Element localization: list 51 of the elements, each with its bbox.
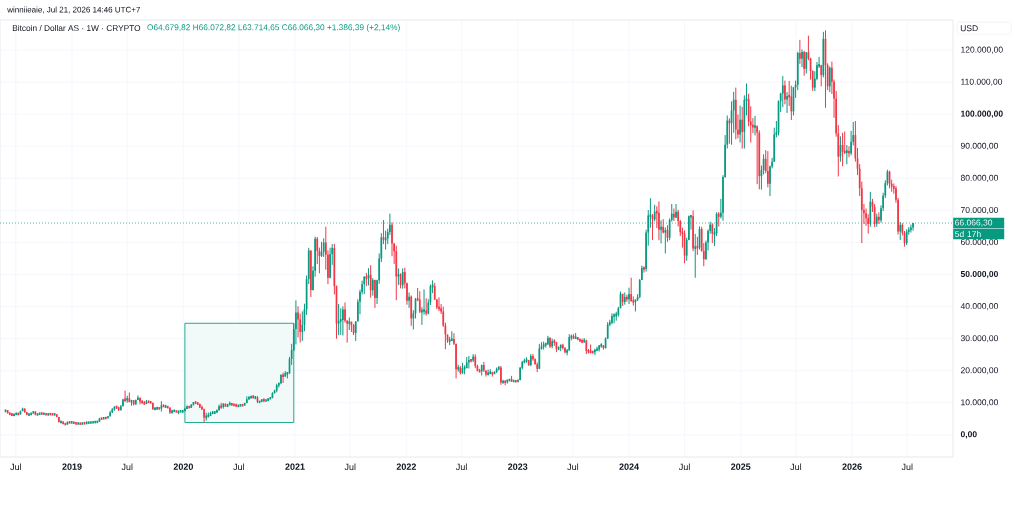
- y-tick-label: 0,00: [960, 431, 977, 439]
- y-tick-label: 100.000,00: [961, 110, 1003, 118]
- text: 5d 17h: [955, 230, 981, 238]
- y-axis-title: USD: [960, 25, 978, 32]
- candlestick: [408, 292, 410, 309]
- candlestick: [482, 361, 485, 373]
- candlestick: [549, 336, 551, 349]
- x-tick-label: 2019: [62, 463, 82, 470]
- x-tick-label: Jul: [233, 463, 245, 471]
- x-tick-label: Jul: [455, 463, 467, 471]
- y-tick-label: 30.000,00: [960, 335, 998, 343]
- y-tick-label: 70.000,00: [960, 206, 998, 214]
- candlestick: [342, 305, 344, 336]
- x-tick-label: Jul: [10, 463, 22, 471]
- y-tick-label: 20.000,00: [960, 367, 998, 375]
- x-tick-label: 2024: [619, 463, 639, 470]
- x-tick-label: Jul: [901, 463, 913, 471]
- y-tick-label: 90.000,00: [960, 142, 998, 150]
- candlestick: [137, 394, 139, 401]
- y-tick-label: 120.000,00: [961, 46, 1003, 54]
- y-tick-label: 40.000,00: [960, 303, 998, 311]
- candlestick: [786, 91, 788, 114]
- candlestick: [630, 277, 633, 303]
- candlestick: [532, 353, 534, 362]
- candlestick: [151, 402, 154, 411]
- y-tick-label: 110.000,00: [961, 78, 1003, 86]
- candlestick: [58, 416, 60, 424]
- x-tick-label: 2021: [285, 463, 305, 470]
- chart-title: Bitcoin / Dollar AS · 1W · CRYPTO: [12, 24, 141, 32]
- x-tick-label: Jul: [344, 463, 356, 471]
- x-tick-label: Jul: [567, 463, 579, 471]
- y-tick-label: 80.000,00: [960, 174, 998, 182]
- chart-subtitle: O64.679,82 H66.072,82 L63.714,65 C66.066,30 +1.386,39 (+2,14%): [147, 24, 400, 32]
- candlestick: [60, 420, 62, 424]
- text: winniieaie, Jul 21, 2026 14:46 UTC+7: [7, 6, 140, 14]
- candlestick: [547, 335, 549, 346]
- x-tick-label: 2022: [396, 463, 416, 470]
- x-tick-label: 2020: [173, 463, 193, 470]
- y-tick-label: 10.000,00: [961, 399, 998, 407]
- ref-line-label: 66.066,30: [955, 219, 993, 227]
- x-tick-label: 2025: [730, 463, 751, 470]
- candlestick: [643, 265, 645, 274]
- y-tick-label: 60.000,00: [960, 238, 998, 247]
- y-tick-label: 50.000,00: [960, 270, 998, 279]
- x-tick-label: Jul: [790, 463, 802, 471]
- candlestick: [878, 211, 880, 225]
- x-tick-label: 2023: [508, 463, 528, 470]
- x-tick-label: Jul: [678, 463, 690, 471]
- candlestick: [139, 397, 141, 405]
- x-tick-label: Jul: [121, 463, 133, 471]
- x-tick-label: 2026: [842, 463, 862, 470]
